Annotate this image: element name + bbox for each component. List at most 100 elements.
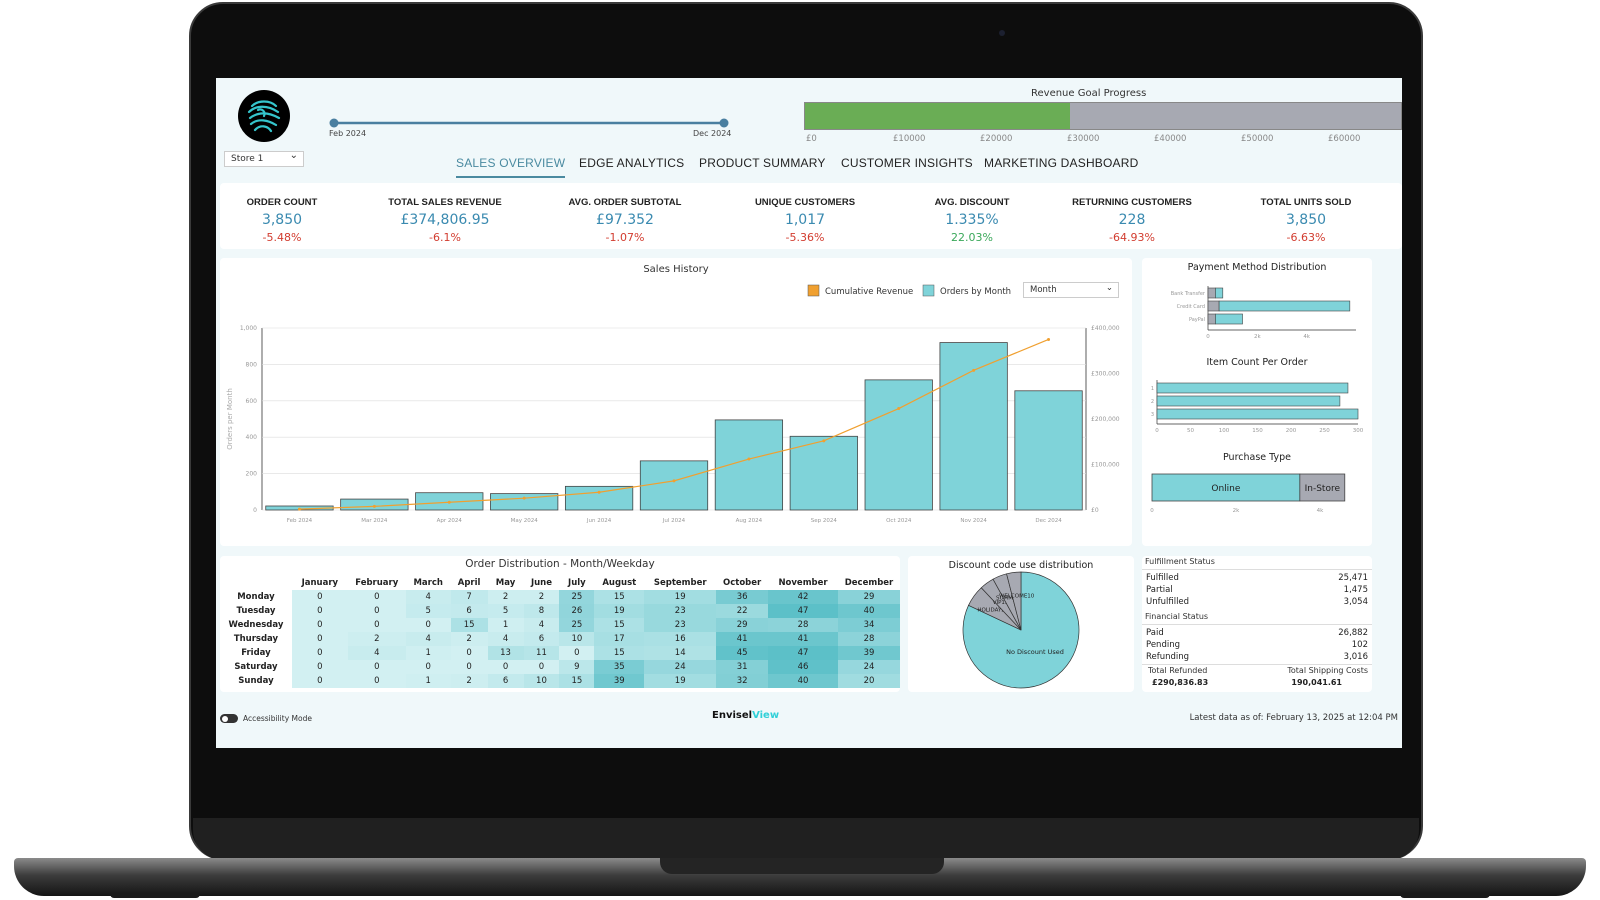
heatmap-row: Friday 0 4 1 0 13 11 0 15 14 45 47 39 [220,646,900,660]
item-count-bar [1156,382,1349,394]
heatmap-cell: 20 [837,674,900,688]
item-count-category: 1 [1151,386,1154,392]
kpi-delta: -5.36% [785,231,825,244]
payment-bar-gray [1207,300,1220,312]
orders-bar [1014,390,1083,511]
revenue-goal-tick: £20000 [980,134,1013,144]
heatmap-cell: 28 [837,632,900,646]
y-tick-label: 400 [246,434,258,441]
heatmap-cell: 29 [837,590,900,604]
legend-swatch-orders [922,284,935,297]
kpi-delta: -1.07% [605,231,645,244]
heatmap-month-header: April [457,578,481,588]
financial-row: Refunding 3,016 [1146,652,1368,662]
heatmap-cell: 23 [644,618,717,632]
tab-edge-analytics[interactable]: EDGE ANALYTICS [579,156,685,170]
legend-label-cumulative: Cumulative Revenue [825,287,913,297]
heatmap-month-header: February [355,578,399,588]
heatmap-cell: 0 [347,604,406,618]
camera-icon [999,30,1005,36]
heatmap-month-header: July [568,578,586,588]
heatmap-cell: 0 [291,660,348,674]
accessibility-toggle[interactable] [220,714,238,723]
laptop-notch [660,858,944,874]
discount-card: Discount code use distribution No Discoun… [908,556,1134,692]
payment-bar-gray [1207,287,1216,299]
heatmap-cell: 0 [291,590,348,604]
item-count-x-tick: 0 [1155,428,1159,434]
heatmap-cell: 17 [594,632,645,646]
heatmap-cell: 9 [559,660,595,674]
latest-data-timestamp: Latest data as of: February 13, 2025 at … [1189,713,1398,723]
date-range-slider[interactable] [326,114,746,144]
kpi-delta: -6.63% [1286,231,1326,244]
x-tick-label: Oct 2024 [886,518,912,524]
x-tick-label: Jul 2024 [662,518,686,524]
orders-bar [639,460,709,511]
y-tick-label: 200 [246,471,258,478]
revenue-goal-tick: £10000 [893,134,926,144]
heatmap-cell: 1 [405,674,451,688]
x-tick-label: Mar 2024 [361,518,388,524]
slider-start-handle[interactable] [329,118,339,128]
tab-marketing-dashboard[interactable]: MARKETING DASHBOARD [984,156,1139,170]
tab-customer-insights[interactable]: CUSTOMER INSIGHTS [841,156,973,170]
heatmap-cell: 15 [594,618,645,632]
heatmap-cell: 10 [559,632,595,646]
heatmap-cell: 0 [347,674,406,688]
heatmap-cell: 24 [837,660,900,674]
fulfillment-key: Fulfilled [1146,573,1179,583]
y2-tick-label: £300,000 [1091,371,1120,378]
item-count-x-tick: 50 [1187,428,1194,434]
fulfillment-row: Unfulfilled 3,054 [1146,597,1368,607]
heatmap-month-header: May [495,578,516,588]
purchase-label-instore: In-Store [1305,484,1341,494]
heatmap-cell: 0 [523,660,560,674]
shipping-costs-label: Total Shipping Costs [1287,666,1368,675]
kpi-total-sales-revenue: TOTAL SALES REVENUE £374,806.95 -6.1% [375,183,515,244]
heatmap-cell: 46 [768,660,838,674]
heatmap-cell: 10 [523,674,560,688]
granularity-select[interactable]: Month ⌄ [1023,282,1119,298]
heatmap-month-header: December [844,578,894,588]
slider-end-handle[interactable] [719,118,729,128]
heatmap-cell: 40 [768,674,838,688]
heatmap-cell: 26 [559,604,595,618]
kpi-value: 228 [1118,212,1146,228]
heatmap-cell: 1 [405,646,451,660]
tab-sales-overview[interactable]: SALES OVERVIEW [456,156,566,178]
heatmap-cell: 34 [837,618,900,632]
distribution-charts: Payment Method Distribution Bank Transfer… [1150,262,1363,514]
legend-label-orders: Orders by Month [940,287,1011,297]
kpi-value: £374,806.95 [400,212,490,228]
kpi-value: 1,017 [784,212,826,228]
kpi-strip: ORDER COUNT 3,850 -5.48% TOTAL SALES REVENU… [220,183,1402,249]
cumulative-revenue-point [597,490,601,494]
heatmap-cell: 36 [716,590,769,604]
heatmap-row: Wednesday 0 0 0 15 1 4 25 15 23 29 28 34 [220,618,900,632]
payment-category-label: Bank Transfer [1171,291,1206,297]
total-refunded-label: Total Refunded [1148,666,1208,675]
financial-key: Pending [1146,640,1180,650]
fulfillment-card: Fulfillment Status Fulfilled 25,471 Partial… [1142,556,1372,692]
payment-bar-teal [1215,313,1243,325]
discount-slice-label: VIP15 [993,600,1009,606]
tab-product-summary[interactable]: PRODUCT SUMMARY [699,156,826,170]
financial-value: 102 [1351,640,1368,650]
discount-pie-chart: Discount code use distribution No Discoun… [949,560,1093,689]
heatmap-cell: 42 [768,590,838,604]
heatmap-cell: 29 [716,618,769,632]
heatmap-cell: 0 [450,660,488,674]
revenue-goal-tick: £60000 [1328,134,1361,144]
orders-bar [789,435,858,511]
store-select[interactable]: Store 1 [224,150,304,167]
heatmap-month-header: June [530,578,552,588]
heatmap-cell: 39 [594,674,645,688]
heatmap-row: Tuesday 0 0 5 6 5 8 26 19 23 22 47 40 [220,604,900,618]
financial-value: 26,882 [1338,628,1368,638]
kpi-returning-customers: RETURNING CUSTOMERS 228 -64.93% [1062,183,1202,244]
y-axis-label: Orders per Month [226,388,234,450]
fulfillment-key: Partial [1146,585,1173,595]
kpi-label: ORDER COUNT [246,197,318,208]
